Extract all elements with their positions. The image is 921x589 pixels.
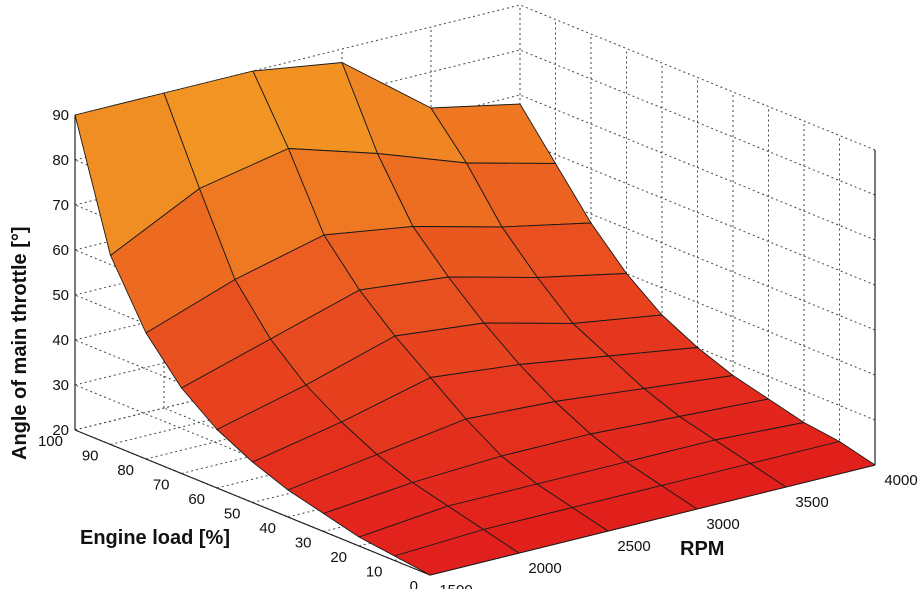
x-axis-label: RPM <box>680 538 724 560</box>
tick-label: 20 <box>330 549 347 566</box>
tick-label: 10 <box>366 564 383 581</box>
tick-label: 60 <box>188 491 205 508</box>
tick-label: 20 <box>52 422 69 439</box>
tick-label: 60 <box>52 242 69 259</box>
tick-label: 90 <box>52 107 69 124</box>
tick-label: 3000 <box>706 516 739 533</box>
tick-label: 100 <box>38 433 63 450</box>
grid-line <box>519 49 876 196</box>
tick-label: 70 <box>153 477 170 494</box>
grid-line <box>519 4 876 151</box>
axis-edge <box>74 429 431 576</box>
y-axis-label: Engine load [%] <box>80 527 230 549</box>
tick-label: 40 <box>52 332 69 349</box>
grid-line <box>519 184 876 331</box>
grid-line <box>519 229 876 376</box>
tick-label: 1500 <box>439 582 472 589</box>
tick-label: 80 <box>117 462 134 479</box>
grid-line <box>519 94 876 241</box>
tick-label: 30 <box>295 535 312 552</box>
surface-layer <box>74 62 876 576</box>
tick-label: 0 <box>410 578 418 589</box>
tick-label: 50 <box>224 506 241 523</box>
surface-patch <box>750 441 876 488</box>
tick-label: 80 <box>52 152 69 169</box>
tick-label: 2500 <box>617 538 650 555</box>
z-axis-label: Angle of main throttle [°] <box>9 226 31 460</box>
grid-line <box>519 139 876 286</box>
tick-layer: 1500 2000 2500 3000 3500 4000 0 10 20 30 40 50 60 70 8… <box>38 107 918 589</box>
tick-label: 40 <box>259 520 276 537</box>
tick-label: 4000 <box>884 472 917 489</box>
tick-label: 70 <box>52 197 69 214</box>
tick-label: 30 <box>52 377 69 394</box>
tick-label: 3500 <box>795 494 828 511</box>
tick-label: 90 <box>82 448 99 465</box>
tick-label: 2000 <box>528 560 561 577</box>
tick-label: 50 <box>52 287 69 304</box>
